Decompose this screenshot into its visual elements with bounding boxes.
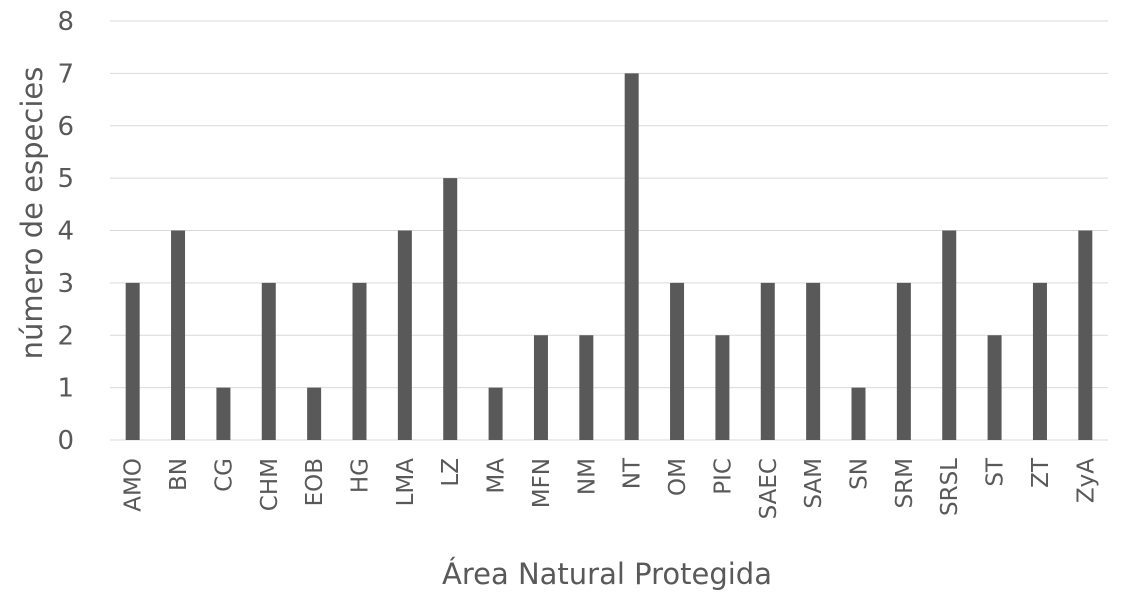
- x-tick-label: ZT: [1028, 457, 1054, 488]
- y-tick-label: 3: [57, 269, 74, 299]
- y-tick-label: 7: [57, 59, 74, 89]
- y-tick-label: 1: [57, 374, 74, 404]
- x-tick-label: BN: [166, 458, 192, 491]
- bar-srm: [896, 282, 911, 440]
- bar-saec: [760, 282, 775, 440]
- x-tick-label: SN: [847, 458, 873, 490]
- y-tick-label: 6: [57, 112, 74, 142]
- bar-zt: [1032, 282, 1047, 440]
- y-tick-label: 4: [57, 217, 74, 247]
- y-tick-label: 2: [57, 321, 74, 351]
- bar-srsl: [942, 230, 957, 440]
- x-tick-label: LZ: [438, 458, 464, 487]
- x-tick-label: HG: [348, 458, 374, 493]
- x-axis-title: Área Natural Protegida: [442, 557, 772, 591]
- bars: [125, 73, 1093, 440]
- x-tick-label: NT: [620, 457, 646, 489]
- bar-sn: [851, 387, 866, 440]
- x-tick-label: EOB: [302, 458, 328, 506]
- y-axis-ticks: 0 1 2 3 4 5 6 7 8: [57, 7, 74, 456]
- bar-amo: [125, 282, 140, 440]
- x-tick-label: LMA: [393, 458, 419, 507]
- bar-lma: [397, 230, 412, 440]
- bar-st: [987, 335, 1002, 440]
- bar-nm: [579, 335, 594, 440]
- x-tick-label: CHM: [257, 458, 283, 511]
- bar-pic: [715, 335, 730, 440]
- x-tick-label: NM: [574, 458, 600, 495]
- x-tick-label: OM: [665, 458, 691, 496]
- bar-mfn: [533, 335, 548, 440]
- bar-zya: [1078, 230, 1093, 440]
- x-tick-label: SRM: [892, 458, 918, 508]
- y-tick-label: 8: [57, 7, 74, 37]
- x-tick-label: ZyA: [1073, 458, 1099, 503]
- y-tick-label: 5: [57, 164, 74, 194]
- bar-hg: [352, 282, 367, 440]
- x-tick-label: MFN: [529, 458, 555, 508]
- bar-bn: [171, 230, 186, 440]
- x-tick-label: MA: [484, 458, 510, 494]
- bar-nt: [624, 73, 639, 440]
- x-tick-label: CG: [211, 458, 237, 492]
- x-tick-label: SAM: [801, 458, 827, 509]
- y-axis-title: número de especies: [15, 67, 49, 360]
- bar-eob: [307, 387, 322, 440]
- gridlines: [110, 20, 1108, 441]
- x-tick-label: PIC: [710, 458, 736, 495]
- y-tick-label: 0: [57, 426, 74, 456]
- bar-lz: [443, 178, 458, 440]
- x-tick-label: SAEC: [756, 458, 782, 519]
- bar-ma: [488, 387, 503, 440]
- bar-om: [670, 282, 685, 440]
- bar-sam: [806, 282, 821, 440]
- x-axis-ticks: AMO BN CG CHM EOB HG LMA LZ MA MFN NM NT OM PIC SAEC SA…: [121, 457, 1100, 519]
- bar-chm: [261, 282, 276, 440]
- x-tick-label: ST: [983, 457, 1009, 487]
- x-tick-label: AMO: [121, 458, 147, 512]
- x-tick-label: SRSL: [937, 458, 963, 516]
- bar-cg: [216, 387, 231, 440]
